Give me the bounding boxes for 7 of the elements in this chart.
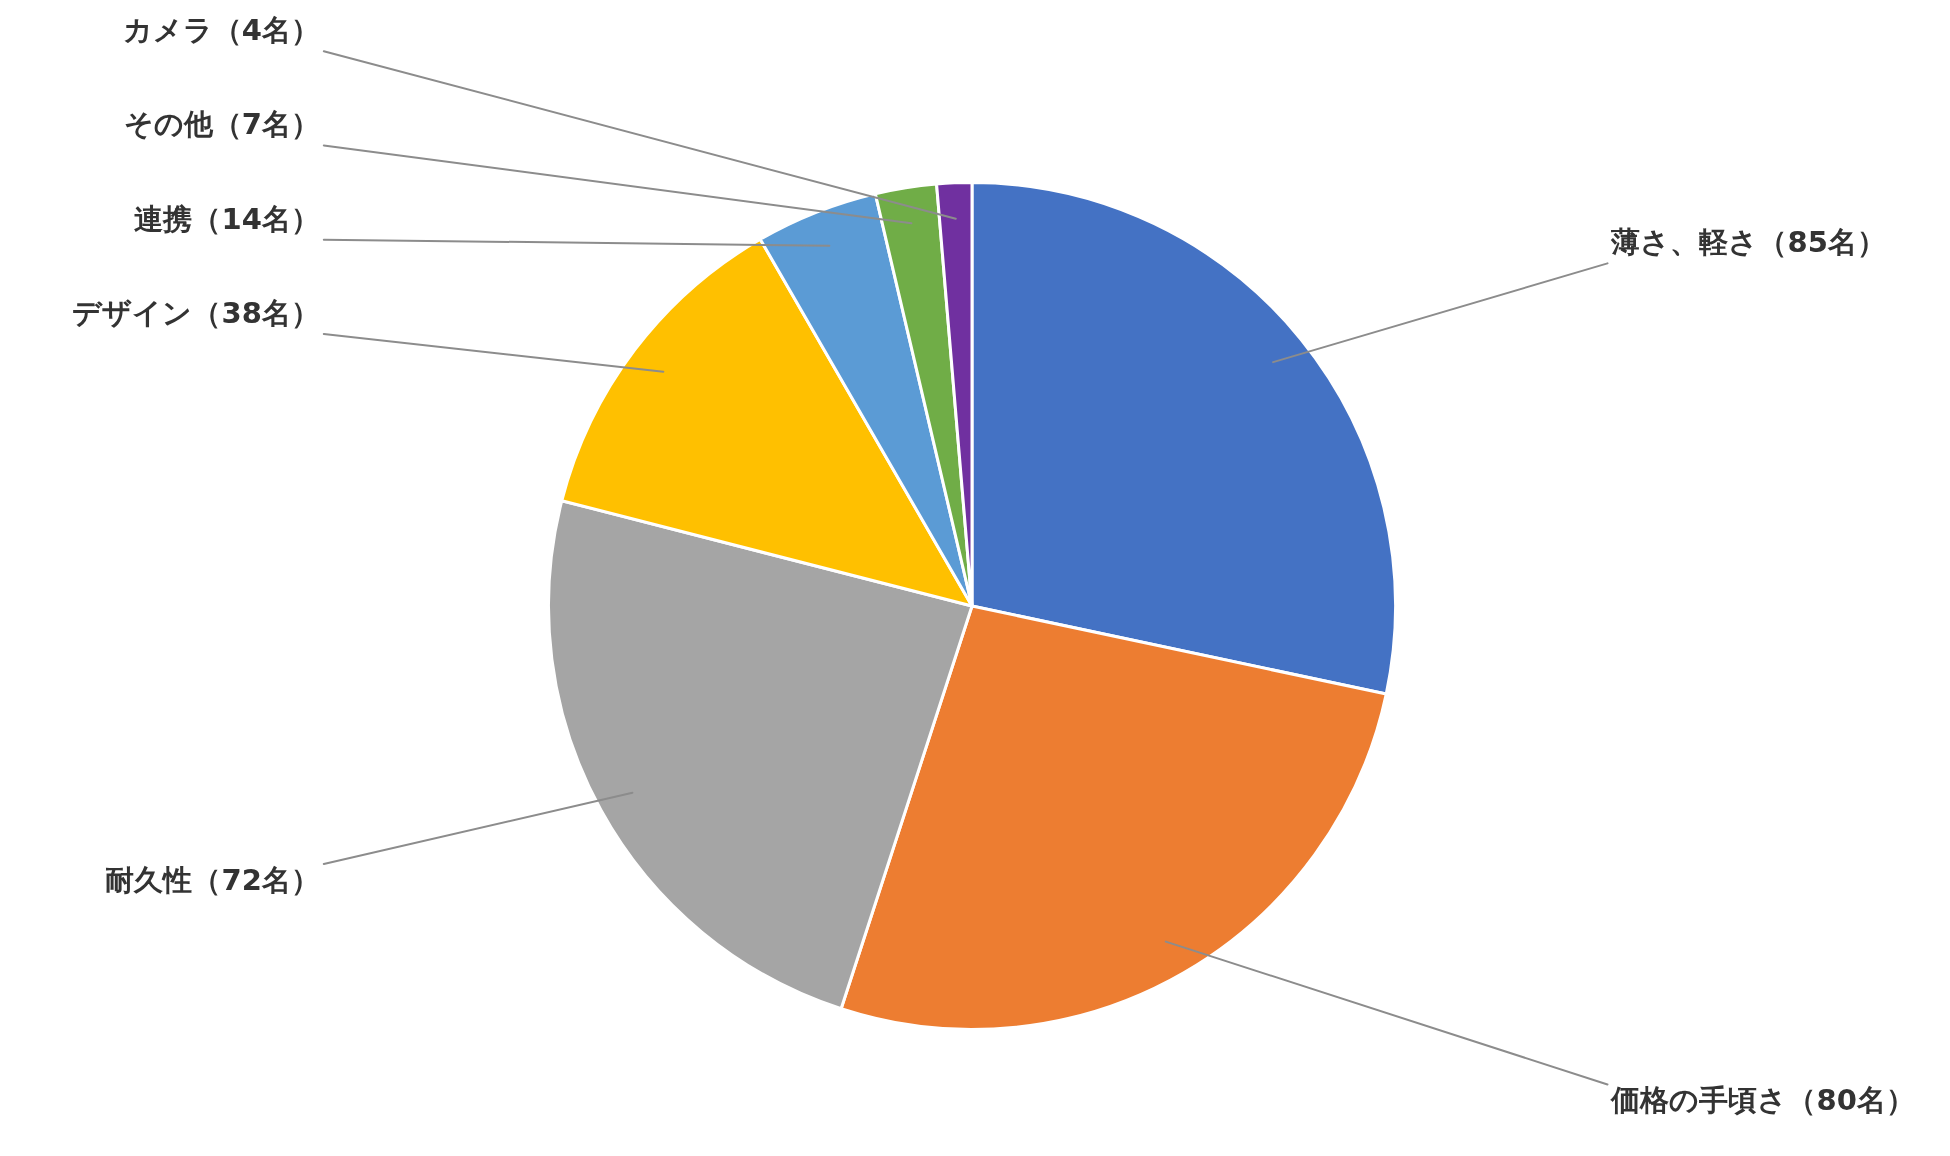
slice-label: 薄さ、軽さ（85名）: [1610, 225, 1886, 260]
slice-label: 耐久性（72名）: [105, 862, 320, 897]
slice-label: 価格の手頃さ（80名）: [1610, 1083, 1915, 1118]
slice-label: その他（7名）: [123, 107, 320, 142]
slice-label: 連携（14名）: [134, 201, 320, 236]
slice-label: カメラ（4名）: [122, 13, 320, 48]
slice-label: デザイン（38名）: [72, 295, 320, 330]
